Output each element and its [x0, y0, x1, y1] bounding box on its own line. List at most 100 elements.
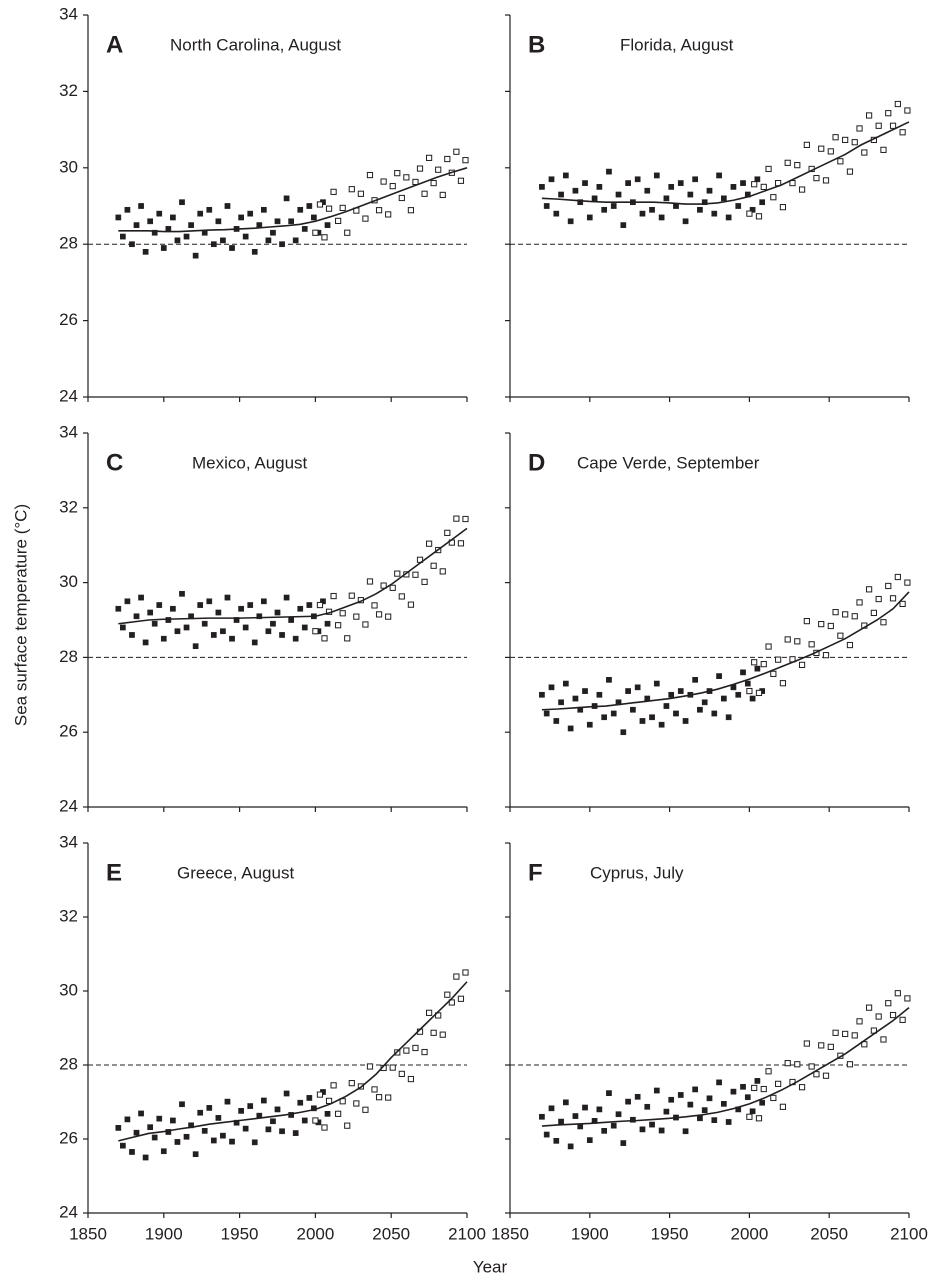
filled-point	[292, 635, 299, 642]
filled-point	[725, 714, 732, 721]
filled-point	[582, 688, 588, 694]
filled-point	[711, 210, 718, 217]
filled-point	[601, 206, 608, 213]
filled-point	[206, 598, 213, 605]
filled-point	[179, 1101, 185, 1108]
filled-point	[543, 710, 550, 717]
filled-point	[220, 237, 226, 244]
open-point	[770, 670, 777, 677]
open-point	[794, 162, 801, 169]
y-tick-label: 32	[59, 497, 78, 516]
filled-point	[582, 180, 588, 186]
filled-point	[740, 1083, 746, 1090]
filled-point	[238, 214, 244, 221]
y-tick-label: 30	[59, 572, 78, 591]
filled-point	[673, 710, 679, 717]
open-point	[765, 643, 772, 650]
open-point	[755, 689, 763, 697]
filled-point	[210, 1137, 217, 1144]
open-point	[421, 1048, 428, 1056]
open-point	[889, 595, 897, 602]
open-point	[444, 991, 451, 998]
open-point	[316, 1091, 324, 1098]
open-point	[822, 177, 830, 184]
filled-point	[615, 1111, 622, 1118]
open-point	[851, 1032, 858, 1039]
open-point	[453, 973, 460, 980]
open-point	[751, 1084, 758, 1092]
filled-point	[539, 691, 545, 698]
filled-point	[591, 195, 598, 202]
panel-letter: E	[106, 859, 122, 886]
open-point	[866, 586, 873, 593]
panel: 24 26 28 30 32 34 1850 1900 1950 2000 2050 2100 E Gre…	[59, 832, 486, 1243]
open-point	[366, 578, 374, 585]
filled-point	[156, 1115, 163, 1122]
filled-point	[115, 214, 122, 221]
filled-point	[297, 605, 304, 612]
open-point	[842, 1030, 849, 1038]
filled-point	[142, 248, 149, 255]
filled-point	[539, 1113, 545, 1120]
filled-point	[261, 598, 267, 605]
filled-point	[682, 1128, 689, 1135]
panel-title: Cyprus, July	[590, 863, 684, 882]
panel-title: Cape Verde, September	[577, 453, 760, 472]
filled-point	[639, 1126, 646, 1133]
open-point	[412, 178, 419, 186]
filled-point	[630, 706, 636, 713]
open-point	[312, 628, 319, 635]
filled-point	[658, 214, 665, 221]
filled-point	[744, 1094, 751, 1101]
open-point	[380, 582, 387, 589]
open-point	[904, 107, 911, 114]
open-point	[462, 157, 469, 164]
filled-point	[620, 1140, 627, 1146]
open-point	[822, 1072, 830, 1079]
filled-point	[639, 210, 646, 217]
y-tick-label: 26	[59, 310, 78, 329]
open-point	[371, 602, 378, 609]
filled-point	[265, 1126, 272, 1133]
filled-point	[625, 1098, 631, 1105]
filled-point	[706, 187, 713, 194]
filled-point	[151, 620, 158, 627]
filled-point	[201, 1128, 208, 1134]
panel-title: Florida, August	[620, 35, 734, 54]
open-point	[344, 635, 351, 642]
filled-point	[160, 635, 167, 642]
panel: B Florida, August	[505, 14, 911, 402]
open-point	[389, 584, 396, 591]
filled-point	[192, 1151, 199, 1158]
open-point	[851, 613, 858, 620]
filled-point	[256, 613, 263, 620]
filled-point	[129, 632, 135, 638]
filled-point	[687, 191, 694, 198]
filled-point	[740, 180, 746, 186]
open-point	[827, 1043, 834, 1050]
filled-point	[663, 1108, 670, 1115]
open-point	[866, 1004, 873, 1011]
open-point	[357, 190, 364, 197]
filled-point	[183, 624, 190, 631]
panel: 24 26 28 30 32 34 C Mexico, August	[59, 422, 469, 815]
filled-point	[606, 676, 612, 683]
open-point	[407, 601, 415, 608]
filled-point	[692, 1086, 698, 1093]
filled-point	[297, 206, 304, 213]
y-tick-label: 26	[59, 1128, 78, 1147]
trend-line	[541, 591, 910, 711]
open-point	[837, 158, 844, 165]
filled-point	[242, 1125, 249, 1132]
open-point	[462, 969, 469, 976]
open-point	[389, 183, 396, 190]
filled-point	[133, 1129, 140, 1136]
open-point	[889, 1011, 897, 1019]
filled-point	[582, 1104, 588, 1111]
x-tick-label: 1900	[571, 1224, 609, 1243]
filled-point	[160, 1148, 167, 1155]
open-point	[822, 652, 830, 659]
filled-point	[133, 222, 140, 228]
filled-point	[224, 203, 231, 209]
